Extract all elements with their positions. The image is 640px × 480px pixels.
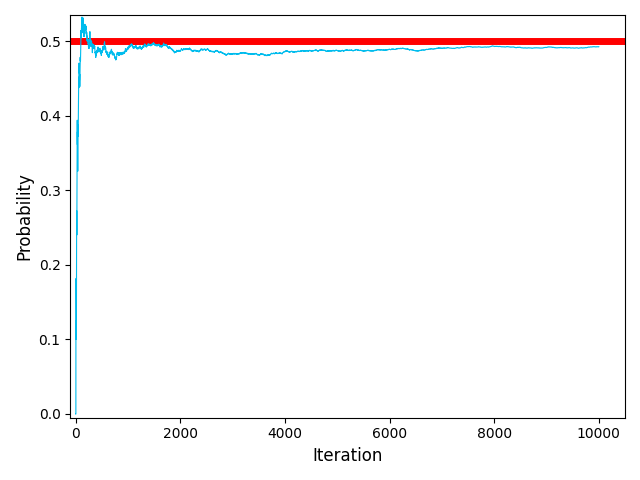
X-axis label: Iteration: Iteration [312, 447, 383, 465]
Y-axis label: Probability: Probability [15, 172, 33, 260]
